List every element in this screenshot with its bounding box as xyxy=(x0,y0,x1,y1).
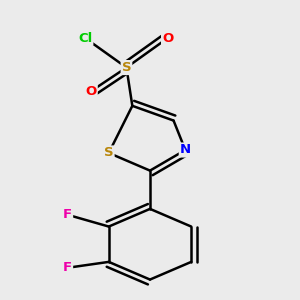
Text: F: F xyxy=(63,261,72,274)
Text: O: O xyxy=(85,85,97,98)
Text: S: S xyxy=(104,146,114,159)
Text: O: O xyxy=(162,32,173,45)
Text: F: F xyxy=(63,208,72,221)
Text: S: S xyxy=(122,61,131,74)
Text: Cl: Cl xyxy=(78,32,92,45)
Text: N: N xyxy=(180,143,191,157)
